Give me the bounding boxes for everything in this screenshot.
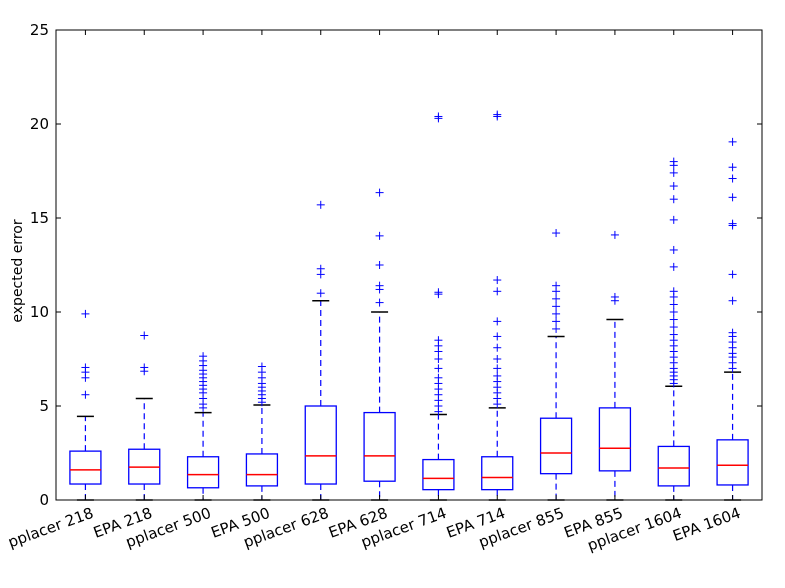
iqr-box (304, 405, 337, 485)
box-7 (481, 110, 514, 501)
y-tick-label: 5 (39, 397, 49, 415)
flier-point (728, 296, 737, 305)
flier-point (375, 261, 384, 269)
flier-point (552, 317, 561, 326)
y-axis: 0 5 10 15 20 25 (30, 21, 762, 509)
y-tick-label: 25 (30, 21, 49, 39)
x-tick-label: pplacer 218 (6, 504, 96, 552)
flier-point (81, 363, 90, 372)
iqr-box (598, 407, 632, 472)
x-tick-label: EPA 1604 (670, 504, 743, 545)
flier-point (493, 343, 502, 352)
box-0 (69, 309, 102, 501)
box-9 (598, 230, 632, 501)
flier-point (728, 137, 737, 146)
box-5 (363, 188, 396, 501)
plot-area (69, 110, 749, 501)
flier-point (199, 352, 208, 361)
flier-point (493, 317, 502, 326)
flier-point (434, 288, 443, 297)
flier-point (669, 168, 678, 177)
flier-point (552, 294, 561, 303)
flier-point (493, 355, 502, 363)
flier-point (669, 157, 678, 166)
flier-point (669, 315, 678, 324)
flier-point (669, 323, 678, 332)
flier-point (728, 270, 737, 279)
iqr-box (422, 458, 455, 491)
flier-point (728, 328, 737, 337)
box-10 (657, 157, 690, 501)
flier-point (493, 110, 502, 119)
flier-point (81, 390, 90, 399)
flier-point (669, 287, 678, 296)
flier-point (552, 281, 561, 290)
flier-point (669, 195, 678, 204)
box-8 (539, 229, 573, 501)
axes-frame (55, 29, 763, 501)
iqr-box (69, 450, 102, 485)
flier-point (610, 292, 619, 301)
flier-point (316, 289, 325, 298)
flier-point (728, 174, 737, 183)
flier-point (375, 298, 384, 307)
flier-point (257, 362, 266, 371)
flier-point (493, 287, 502, 296)
iqr-box (186, 456, 220, 489)
flier-point (552, 324, 561, 333)
flier-point (552, 309, 561, 318)
flier-point (493, 276, 502, 285)
iqr-box (657, 445, 690, 487)
flier-point (493, 332, 502, 341)
flier-point (669, 330, 678, 339)
flier-point (552, 302, 561, 311)
flier-point (434, 355, 443, 363)
box-2 (186, 352, 220, 501)
flier-point (316, 200, 325, 209)
flier-point (316, 264, 325, 273)
flier-point (81, 309, 90, 318)
flier-point (728, 193, 737, 202)
y-tick-label: 10 (30, 303, 49, 321)
box-3 (245, 362, 279, 501)
flier-point (669, 300, 678, 309)
box-4 (304, 200, 337, 501)
flier-point (669, 262, 678, 271)
box-11 (716, 137, 749, 501)
flier-point (669, 182, 678, 191)
iqr-box (363, 411, 396, 482)
flier-point (669, 308, 678, 316)
y-tick-label: 20 (30, 115, 49, 133)
flier-point (552, 229, 561, 238)
flier-point (434, 336, 443, 345)
flier-point (375, 281, 384, 290)
flier-point (728, 219, 737, 228)
flier-point (375, 231, 384, 240)
y-tick-label: 15 (30, 209, 49, 227)
flier-point (669, 245, 678, 254)
flier-point (493, 371, 502, 380)
iqr-box (245, 453, 279, 487)
y-tick-label: 0 (39, 491, 49, 509)
flier-point (610, 230, 619, 239)
flier-point (434, 364, 443, 373)
box-1 (128, 331, 161, 501)
flier-point (140, 363, 149, 372)
flier-point (728, 163, 737, 172)
flier-point (669, 215, 678, 224)
flier-point (140, 331, 149, 340)
y-axis-label: expected error (10, 219, 26, 322)
box-6 (422, 112, 455, 501)
iqr-box (481, 456, 514, 491)
flier-point (434, 112, 443, 121)
iqr-box (716, 439, 749, 486)
flier-point (493, 364, 502, 373)
flier-point (434, 373, 443, 382)
flier-point (375, 188, 384, 197)
iqr-box (539, 417, 573, 475)
